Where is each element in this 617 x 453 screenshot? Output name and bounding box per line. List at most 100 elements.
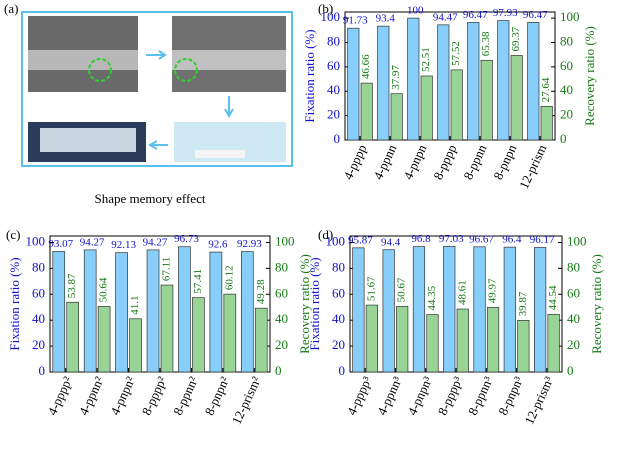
- y-tick-label: 100: [326, 233, 346, 248]
- bar: [209, 251, 223, 373]
- y2-axis-label: Recovery ratio (%): [297, 254, 312, 354]
- x-tick-label: 8-pppp: [430, 142, 459, 182]
- y-tick-label: 40: [332, 311, 345, 326]
- y2-tick-label: 20: [567, 337, 580, 352]
- y2-tick-label: 40: [275, 311, 288, 326]
- y-tick-label: 60: [32, 285, 45, 300]
- bar: [160, 284, 174, 373]
- y-tick-label: 20: [332, 337, 345, 352]
- x-tick-label: 12-prism³: [521, 374, 556, 427]
- value-label: 53.87: [66, 273, 78, 298]
- y2-tick-label: 100: [567, 233, 587, 248]
- bar: [115, 252, 128, 373]
- x-tick-label: 8-ppnn³: [465, 374, 496, 417]
- y2-tick-label: 20: [560, 107, 573, 122]
- value-label: 49.28: [255, 279, 267, 304]
- bar: [540, 105, 553, 141]
- panel-label: (a): [4, 1, 18, 16]
- value-label: 96.4: [502, 234, 522, 246]
- bar: [382, 249, 395, 373]
- bar: [473, 246, 486, 373]
- bar: [352, 247, 365, 373]
- bar: [178, 246, 191, 373]
- bar: [467, 22, 480, 141]
- bar: [146, 249, 160, 373]
- y2-tick-label: 100: [275, 233, 295, 248]
- value-label: 65.38: [480, 31, 492, 56]
- bar: [456, 308, 469, 373]
- y2-tick-label: 60: [275, 285, 288, 300]
- y2-tick-label: 60: [560, 58, 573, 73]
- bar: [533, 247, 547, 373]
- value-label: 97.03: [439, 233, 464, 245]
- y-tick-label: 20: [32, 337, 45, 352]
- arrow: [224, 96, 234, 119]
- arrow: [146, 50, 167, 60]
- bar: [480, 59, 493, 141]
- y-tick-label: 40: [32, 311, 45, 326]
- value-label: 51.67: [365, 276, 377, 301]
- bar: [52, 251, 66, 373]
- value-label: 57.41: [192, 269, 204, 294]
- value-label: 27.64: [540, 77, 552, 102]
- x-tick-label: 4-pnpn: [400, 142, 429, 182]
- x-tick-label: 4-pnpn³: [404, 374, 435, 417]
- y-tick-label: 80: [332, 259, 345, 274]
- value-label: 41.1: [129, 296, 141, 315]
- photo-detail: [172, 50, 286, 70]
- y2-tick-label: 80: [560, 33, 573, 48]
- bar: [390, 93, 403, 141]
- value-label: 50.67: [396, 277, 408, 302]
- bar: [443, 245, 456, 373]
- x-tick-label: 8-ppnn²: [170, 374, 201, 417]
- y2-tick-label: 20: [275, 337, 288, 352]
- y2-tick-label: 0: [567, 363, 574, 378]
- value-label: 50.64: [98, 277, 110, 302]
- x-tick-label: 4-ppnn²: [76, 374, 107, 417]
- y-tick-label: 40: [327, 82, 340, 97]
- x-tick-label: 4-ppnn: [370, 142, 399, 182]
- y2-tick-label: 0: [275, 363, 282, 378]
- value-label: 100: [407, 5, 424, 17]
- bar: [450, 69, 463, 141]
- bar: [486, 306, 500, 373]
- y2-tick-label: 40: [560, 82, 573, 97]
- plot-frame: [344, 11, 556, 141]
- bar: [360, 82, 373, 141]
- bar: [129, 318, 142, 373]
- plot-frame: [49, 235, 271, 373]
- bar: [517, 320, 530, 373]
- value-label: 94.27: [80, 236, 105, 248]
- bar: [407, 17, 420, 141]
- bar: [223, 293, 237, 373]
- bar: [377, 25, 390, 141]
- x-tick-label: 8-ppnn: [460, 142, 489, 182]
- value-label: 57.52: [450, 41, 462, 66]
- y2-tick-label: 40: [567, 311, 580, 326]
- x-tick-label: 8-pppp³: [435, 374, 466, 417]
- x-tick-label: 4-pppp²: [44, 374, 75, 417]
- bar: [527, 22, 540, 141]
- x-tick-label: 4-pppp: [340, 142, 369, 182]
- value-label: 48.61: [456, 280, 468, 305]
- bar: [66, 301, 80, 373]
- photo-detail: [195, 150, 245, 158]
- y-tick-label: 80: [32, 259, 45, 274]
- value-label: 96.8: [411, 233, 431, 245]
- photo-frame: [21, 11, 293, 167]
- y-tick-label: 100: [26, 233, 46, 248]
- value-label: 96.17: [530, 234, 555, 246]
- value-label: 92.93: [237, 238, 262, 250]
- y-axis-label: Fixation ratio (%): [307, 257, 322, 350]
- y2-tick-label: 80: [567, 259, 580, 274]
- x-tick-label: 8-pnpn³: [495, 374, 526, 417]
- x-tick-label: 4-pppp³: [344, 374, 375, 417]
- bar: [240, 251, 254, 373]
- bar: [412, 246, 426, 373]
- value-label: 46.66: [360, 54, 372, 79]
- value-label: 44.54: [547, 285, 559, 310]
- value-label: 39.87: [517, 291, 529, 316]
- bar: [83, 249, 97, 373]
- panel-label: (c): [6, 227, 20, 242]
